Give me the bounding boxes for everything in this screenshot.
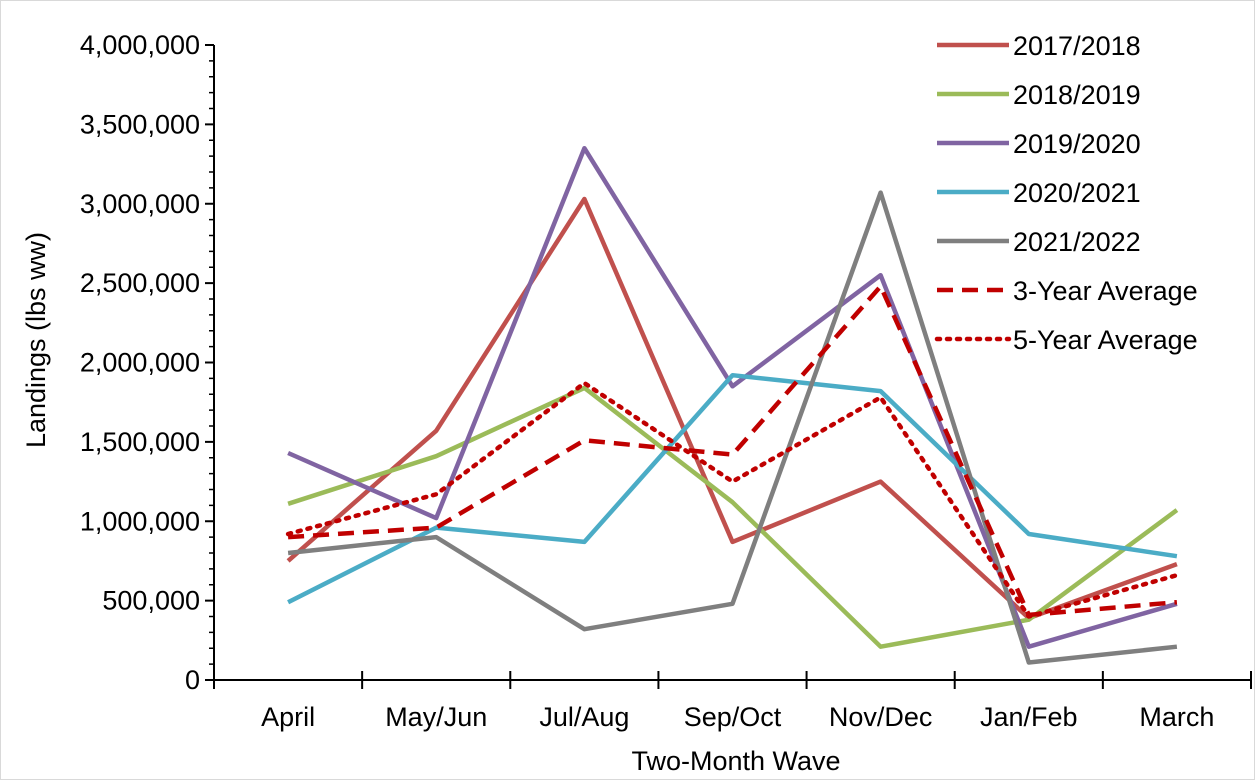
x-tick-label-april: April — [261, 702, 315, 732]
y-tick-label: 0 — [185, 665, 200, 695]
legend: 2017/2018 2018/2019 2019/2020 2020/2021 2021… — [934, 31, 1198, 355]
x-axis-title: Two-Month Wave — [631, 746, 840, 776]
x-tick-label-may-jun: May/Jun — [385, 702, 487, 732]
legend-item-5-year-average: 5-Year Average — [934, 325, 1198, 355]
legend-label: 2021/2022 — [1013, 227, 1141, 257]
y-tick-label: 500,000 — [102, 586, 200, 616]
legend-item-3-year-average: 3-Year Average — [937, 276, 1198, 306]
y-tick-label: 1,500,000 — [80, 427, 200, 457]
legend-label: 2017/2018 — [1013, 31, 1141, 61]
y-tick-label: 3,500,000 — [80, 109, 200, 139]
legend-label: 3-Year Average — [1013, 276, 1198, 306]
y-tick-label: 4,000,000 — [80, 30, 200, 60]
series-line-2021-2022 — [287, 190, 1178, 665]
legend-item-2018-2019: 2018/2019 — [937, 80, 1141, 110]
legend-item-2019-2020: 2019/2020 — [937, 129, 1141, 159]
series-line-2017-2018 — [286, 196, 1178, 621]
legend-label: 2019/2020 — [1013, 129, 1141, 159]
series-line-5-year-average — [285, 380, 1180, 619]
y-tick-label: 2,000,000 — [80, 348, 200, 378]
legend-label: 2018/2019 — [1013, 80, 1141, 110]
y-tick-label: 3,000,000 — [80, 189, 200, 219]
x-axis-tick-labels: April May/Jun Jul/Aug Sep/Oct Nov/Dec Jan/Feb… — [261, 702, 1214, 732]
y-tick-label: 1,000,000 — [80, 506, 200, 536]
legend-item-2020-2021: 2020/2021 — [937, 178, 1141, 208]
legend-label: 5-Year Average — [1013, 325, 1198, 355]
y-axis-tick-labels: 0 500,000 1,000,000 1,500,000 2,000,000 2,500… — [80, 30, 200, 695]
series-line-2018-2019 — [287, 385, 1179, 649]
legend-label: 2020/2021 — [1013, 178, 1141, 208]
y-tick-label: 2,500,000 — [80, 268, 200, 298]
plot-lines — [285, 145, 1180, 665]
x-tick-label-sep-oct: Sep/Oct — [684, 702, 782, 732]
x-tick-label-jan-feb: Jan/Feb — [980, 702, 1078, 732]
series-line-2019-2020 — [287, 145, 1178, 649]
y-axis-title: Landings (lbs ww) — [21, 232, 51, 448]
series-line-2020-2021 — [287, 372, 1178, 605]
legend-item-2021-2022: 2021/2022 — [937, 227, 1141, 257]
axes — [205, 44, 1252, 689]
x-tick-label-march: March — [1139, 702, 1214, 732]
x-tick-label-jul-aug: Jul/Aug — [539, 702, 629, 732]
x-tick-label-nov-dec: Nov/Dec — [829, 702, 933, 732]
legend-item-2017-2018: 2017/2018 — [937, 31, 1141, 61]
